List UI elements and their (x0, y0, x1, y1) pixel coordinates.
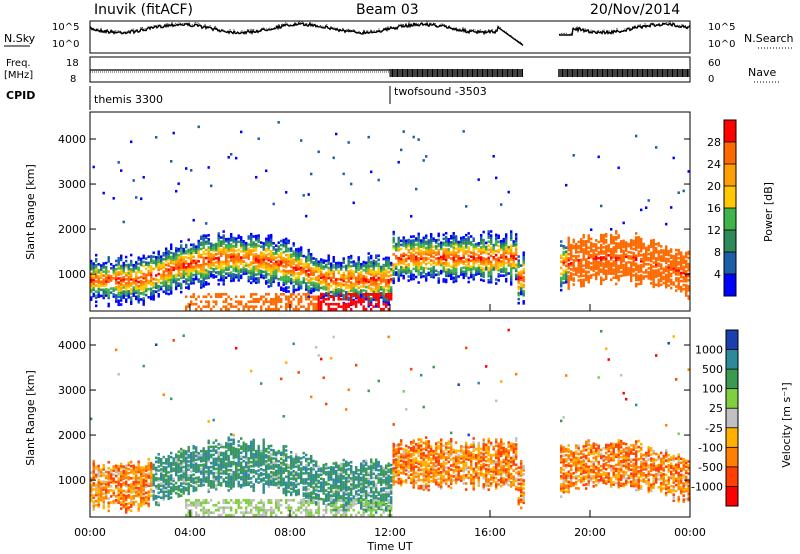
nsky-label: N.Sky (4, 32, 36, 45)
nsky-panel: N.Sky 10^5 10^0 N.Search 10^5 10^0 (4, 20, 794, 54)
x-tick-label: 12:00 (374, 526, 406, 539)
colorbar-swatch (724, 252, 736, 275)
x-tick-label: 20:00 (574, 526, 606, 539)
velocity-colorbar-label: Velocity [m s⁻¹] (780, 382, 793, 467)
nave-label: Nave (748, 66, 776, 79)
velocity-colorbar: 1000 500 100 25 -25 -100 -500 -1000 (691, 329, 739, 507)
colorbar-swatch (726, 349, 738, 370)
cpid-panel: CPID themis 3300 twofsound -3503 (6, 85, 487, 110)
colorbar-swatch (726, 427, 738, 448)
colorbar-tick-label: -500 (698, 461, 723, 474)
colorbar-tick-label: 4 (714, 268, 721, 281)
station-title: Inuvik (fitACF) (94, 2, 193, 18)
colorbar-swatch (726, 466, 738, 487)
freq-label-2: [MHz] (4, 70, 33, 81)
nsearch-tick-bottom: 10^0 (708, 39, 735, 50)
nsky-trace (89, 21, 691, 46)
colorbar-swatch (724, 164, 736, 187)
time-axis-label: Time UT (366, 540, 412, 553)
colorbar-swatch (726, 408, 738, 429)
nave-tick-bottom: 0 (708, 74, 714, 85)
colorbar-tick-label: 12 (707, 224, 721, 237)
colorbar-swatch (726, 369, 738, 390)
freq-panel: Freq. [MHz] 18 8 Nave 60 0 (4, 56, 780, 85)
x-tick-label: 00:00 (74, 526, 106, 539)
velocity-ylabel: Slant Range [km] (24, 370, 37, 466)
y-tick-label: 1000 (58, 268, 86, 281)
freq-tick-bottom: 8 (70, 74, 76, 85)
x-tick-label: 16:00 (474, 526, 506, 539)
colorbar-tick-label: 1000 (695, 344, 723, 357)
colorbar-swatch (724, 142, 736, 165)
colorbar-tick-label: 20 (707, 180, 721, 193)
nsky-tick-top: 10^5 (52, 22, 79, 33)
colorbar-tick-label: 100 (702, 383, 723, 396)
colorbar-swatch (724, 208, 736, 231)
y-tick-label: 4000 (58, 133, 86, 146)
colorbar-tick-label: -100 (698, 441, 723, 454)
time-axis: 00:00 04:00 08:00 12:00 16:00 20:00 00:00 (74, 304, 706, 539)
colorbar-tick-label: 24 (707, 158, 721, 171)
y-tick-label: 2000 (58, 429, 86, 442)
power-colorbar-label: Power [dB] (762, 182, 775, 242)
y-tick-label: 3000 (58, 384, 86, 397)
colorbar-tick-label: 25 (709, 402, 723, 415)
cpid-label: CPID (6, 89, 35, 102)
y-tick-label: 1000 (58, 474, 86, 487)
freq-label-1: Freq. (6, 58, 31, 69)
beam-title: Beam 03 (356, 2, 419, 18)
colorbar-swatch (726, 447, 738, 468)
nsearch-label: N.Search (744, 32, 794, 45)
y-tick-label: 3000 (58, 178, 86, 191)
colorbar-swatch (724, 186, 736, 209)
colorbar-tick-label: -1000 (691, 480, 723, 493)
cpid-segment-1: themis 3300 (94, 93, 163, 106)
colorbar-tick-label: 500 (702, 363, 723, 376)
x-tick-label: 04:00 (174, 526, 206, 539)
colorbar-tick-label: 16 (707, 202, 721, 215)
power-ylabel: Slant Range [km] (24, 164, 37, 260)
colorbar-tick-label: -25 (705, 422, 723, 435)
velocity-heatmap (90, 328, 690, 517)
nsearch-tick-top: 10^5 (708, 22, 735, 33)
colorbar-swatch (724, 230, 736, 253)
nave-bars (389, 69, 690, 77)
power-colorbar: 28 24 20 16 12 8 4 (707, 119, 737, 297)
date-title: 20/Nov/2014 (590, 2, 680, 18)
colorbar-tick-label: 28 (707, 136, 721, 149)
freq-tick-top: 18 (66, 58, 79, 69)
velocity-panel: 1000 2000 3000 4000 Slant Range [km] 1000 50… (24, 304, 793, 553)
x-tick-label: 08:00 (274, 526, 306, 539)
colorbar-swatch (724, 274, 736, 297)
power-heatmap (90, 121, 690, 311)
colorbar-tick-label: 8 (714, 246, 721, 259)
nsearch-trace (89, 20, 691, 46)
colorbar-swatch (726, 388, 738, 409)
cpid-segment-2: twofsound -3503 (394, 85, 487, 98)
y-tick-label: 2000 (58, 223, 86, 236)
x-tick-label: 00:00 (674, 526, 706, 539)
nsky-tick-bottom: 10^0 (52, 39, 79, 50)
colorbar-swatch (724, 120, 736, 143)
colorbar-swatch (726, 486, 738, 507)
power-panel: 1000 2000 3000 4000 Slant Range [km] 28 24 20… (24, 111, 775, 312)
y-tick-label: 4000 (58, 339, 86, 352)
colorbar-swatch (726, 330, 738, 351)
nave-tick-top: 60 (708, 58, 721, 69)
